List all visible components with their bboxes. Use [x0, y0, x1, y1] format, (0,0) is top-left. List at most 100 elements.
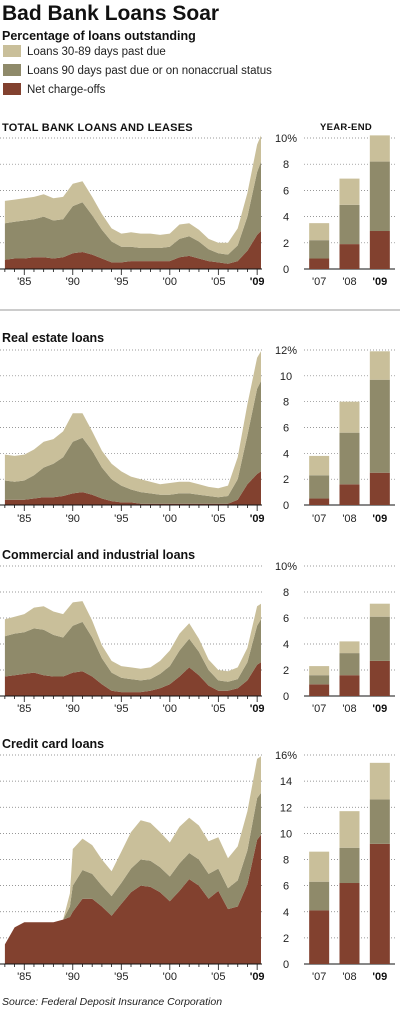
bar-category-label: '09: [372, 276, 387, 288]
bar-net-charge-offs: [369, 660, 390, 696]
panel-4: Credit card loans 0 2 4 6 8 10 12 14 16% '85 '90 '95…: [0, 737, 395, 983]
bar-past-due-30-89: [309, 666, 330, 676]
y-tick-label: 10%: [275, 561, 297, 573]
bar-net-charge-offs: [309, 910, 330, 964]
bar-past-due-30-89: [309, 851, 330, 882]
x-tick-label: '85: [17, 971, 31, 983]
bar-net-charge-offs: [369, 472, 390, 505]
x-tick-label: '05: [211, 513, 225, 525]
x-tick-label: '00: [163, 703, 177, 715]
legend-label-30-89: Loans 30-89 days past due: [27, 46, 166, 58]
x-tick-label: '09: [250, 276, 265, 288]
y-tick-label: 2: [283, 238, 289, 250]
bar-net-charge-offs: [339, 883, 360, 964]
x-tick-label: '90: [66, 513, 80, 525]
x-tick-label: '09: [250, 703, 265, 715]
y-tick-label: 12%: [275, 345, 297, 357]
panel-title: Real estate loans: [2, 331, 104, 345]
bar-past-due-90: [339, 204, 360, 245]
bar-past-due-90: [309, 240, 330, 259]
y-tick-label: 14: [280, 776, 292, 788]
legend-swatch-90: [3, 64, 21, 76]
bar-net-charge-offs: [339, 244, 360, 269]
bar-past-due-30-89: [339, 401, 360, 433]
x-tick-label: '90: [66, 971, 80, 983]
bar-net-charge-offs: [309, 684, 330, 696]
bar-category-label: '08: [342, 971, 356, 983]
bar-past-due-30-89: [369, 351, 390, 380]
panel-title: Commercial and industrial loans: [2, 548, 195, 562]
area-net-charge-offs: [4, 662, 262, 696]
bar-net-charge-offs: [309, 258, 330, 269]
bar-past-due-90: [339, 432, 360, 485]
bar-past-due-90: [369, 799, 390, 844]
legend-swatch-30-89: [3, 45, 21, 57]
area-net-charge-offs: [4, 231, 262, 269]
y-tick-label: 6: [283, 423, 289, 435]
y-tick-label: 10: [280, 828, 292, 840]
area-past-due-30-89: [4, 756, 262, 945]
chart-title: Bad Bank Loans Soar: [2, 2, 219, 25]
y-tick-label: 0: [283, 500, 289, 512]
bar-past-due-30-89: [309, 223, 330, 241]
area-past-due-30-89: [4, 135, 262, 255]
area-past-due-30-89: [4, 601, 262, 682]
x-tick-label: '90: [66, 703, 80, 715]
bar-category-label: '07: [312, 971, 326, 983]
year-end-label: YEAR-END: [320, 122, 372, 133]
x-tick-label: '85: [17, 276, 31, 288]
y-tick-label: 0: [283, 691, 289, 703]
y-tick-label: 4: [283, 212, 289, 224]
legend: Loans 30-89 days past due Loans 90 days …: [3, 45, 272, 96]
area-past-due-30-89: [4, 351, 262, 498]
area-past-due-90: [4, 161, 262, 264]
bar-past-due-90: [339, 847, 360, 884]
bar-past-due-90: [369, 161, 390, 232]
x-tick-label: '05: [211, 703, 225, 715]
bar-past-due-30-89: [339, 811, 360, 848]
panel-1: TOTAL BANK LOANS AND LEASES 0 2 4 6 8 10% '85 '9…: [0, 122, 395, 288]
legend-label-charge-offs: Net charge-offs: [27, 84, 106, 96]
y-tick-label: 10: [280, 371, 292, 383]
x-tick-label: '85: [17, 513, 31, 525]
x-tick-label: '95: [114, 703, 128, 715]
x-tick-label: '95: [114, 971, 128, 983]
panel-title: TOTAL BANK LOANS AND LEASES: [2, 122, 193, 134]
x-tick-label: '00: [163, 971, 177, 983]
y-tick-label: 0: [283, 959, 289, 971]
x-tick-label: '00: [163, 513, 177, 525]
bar-category-label: '07: [312, 703, 326, 715]
bar-past-due-90: [369, 616, 390, 661]
bar-category-label: '09: [372, 703, 387, 715]
area-net-charge-offs: [4, 471, 262, 505]
bar-net-charge-offs: [309, 498, 330, 505]
area-past-due-90: [4, 619, 262, 693]
x-tick-label: '95: [114, 513, 128, 525]
bar-category-label: '08: [342, 513, 356, 525]
chart-panels: TOTAL BANK LOANS AND LEASES 0 2 4 6 8 10% '85 '9…: [0, 122, 395, 983]
bar-past-due-90: [309, 881, 330, 911]
bar-past-due-30-89: [369, 603, 390, 617]
y-tick-label: 10%: [275, 133, 297, 145]
bar-past-due-90: [369, 379, 390, 473]
y-tick-label: 0: [283, 264, 289, 276]
bar-net-charge-offs: [339, 675, 360, 696]
source-note: Source: Federal Deposit Insurance Corpor…: [2, 996, 222, 1008]
bar-category-label: '07: [312, 276, 326, 288]
y-tick-label: 2: [283, 474, 289, 486]
y-tick-label: 16%: [275, 750, 297, 762]
x-tick-label: '09: [250, 971, 265, 983]
panel-3: Commercial and industrial loans 0 2 4 6 8 10% '…: [0, 548, 395, 715]
bar-past-due-90: [309, 675, 330, 685]
chart-subtitle: Percentage of loans outstanding: [2, 29, 196, 43]
x-tick-label: '95: [114, 276, 128, 288]
panel-2: Real estate loans 0 2 4 6 8 10 12% '85 '90 '95 '00 '…: [0, 331, 395, 525]
y-tick-label: 6: [283, 881, 289, 893]
x-tick-label: '90: [66, 276, 80, 288]
bar-category-label: '08: [342, 276, 356, 288]
x-tick-label: '05: [211, 971, 225, 983]
y-tick-label: 4: [283, 448, 289, 460]
x-tick-label: '09: [250, 513, 265, 525]
x-tick-label: '05: [211, 276, 225, 288]
